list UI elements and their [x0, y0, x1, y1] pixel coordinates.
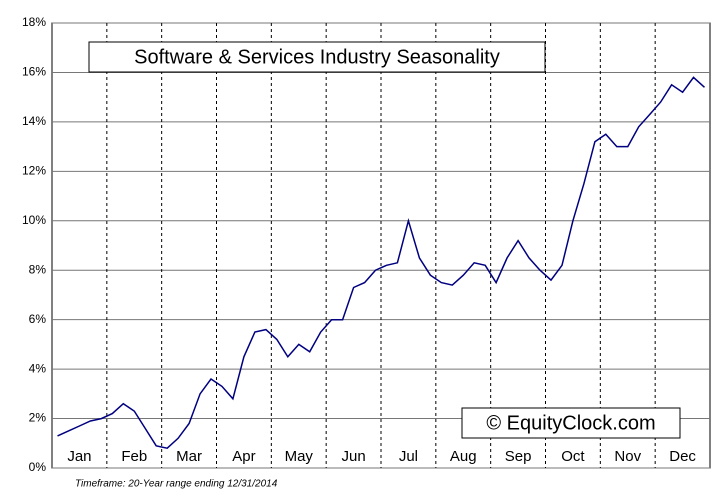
series-line	[57, 76, 706, 450]
watermark: © EquityClock.com	[486, 412, 655, 434]
y-tick-label: 2%	[29, 411, 47, 425]
chart-title: Software & Services Industry Seasonality	[134, 46, 500, 68]
y-tick-label: 10%	[22, 213, 46, 227]
y-tick-label: 12%	[22, 164, 46, 178]
y-tick-label: 6%	[29, 312, 47, 326]
y-tick-label: 0%	[29, 460, 47, 474]
x-tick-label: Feb	[121, 448, 147, 465]
y-tick-label: 8%	[29, 262, 47, 276]
x-tick-label: Jun	[341, 448, 365, 465]
x-tick-label: Nov	[614, 448, 641, 465]
footnote: Timeframe: 20-Year range ending 12/31/20…	[75, 479, 278, 490]
y-tick-label: 14%	[22, 114, 46, 128]
x-tick-label: Sep	[505, 448, 532, 465]
x-tick-label: Apr	[232, 448, 255, 465]
x-tick-label: Jul	[399, 448, 418, 465]
y-tick-label: 16%	[22, 65, 46, 79]
x-tick-label: Aug	[450, 448, 477, 465]
y-tick-label: 4%	[29, 361, 47, 375]
x-tick-label: Jan	[67, 448, 91, 465]
watermark-box	[461, 407, 681, 439]
x-tick-label: Mar	[176, 448, 202, 465]
x-tick-label: May	[285, 448, 314, 465]
title-box	[88, 41, 546, 73]
y-tick-label: 18%	[22, 15, 46, 29]
x-tick-label: Oct	[561, 448, 585, 465]
x-tick-label: Dec	[669, 448, 696, 465]
